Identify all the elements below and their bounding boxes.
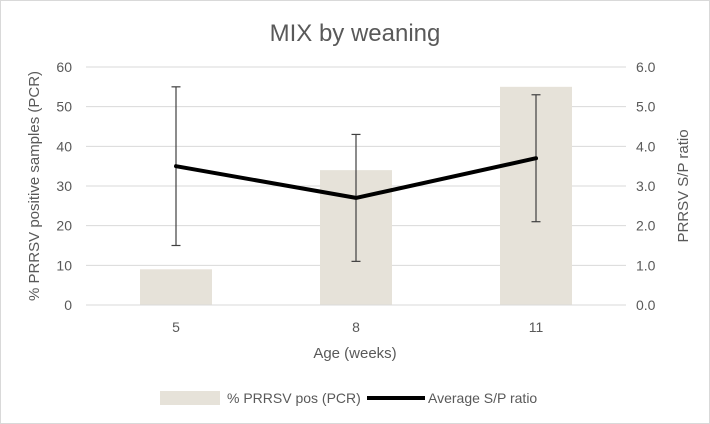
x-tick-label: 11 <box>529 319 544 335</box>
y2-tick-label: 2.0 <box>636 218 656 234</box>
y2-tick-label: 6.0 <box>636 59 656 75</box>
tick-labels: 0 10 20 30 40 50 60 0.0 1.0 2.0 3.0 4.0 5.0 6.0 5 8 11 <box>56 59 655 335</box>
y2-tick-label: 4.0 <box>636 138 656 154</box>
x-tick-label: 5 <box>172 319 180 335</box>
line-series <box>174 156 538 200</box>
y-axis-title: % PRRSV positive samples (PCR) <box>26 71 43 301</box>
average-sp-line <box>174 156 538 200</box>
y2-tick-label: 5.0 <box>636 99 656 115</box>
x-axis-title: Age (weeks) <box>313 345 396 362</box>
bar <box>140 269 212 305</box>
y-tick-label: 40 <box>56 138 72 154</box>
y2-tick-label: 0.0 <box>636 297 656 313</box>
y2-tick-label: 1.0 <box>636 257 656 273</box>
y-tick-label: 60 <box>56 59 72 75</box>
y2-tick-label: 3.0 <box>636 178 656 194</box>
y-tick-label: 20 <box>56 218 72 234</box>
y-tick-label: 0 <box>64 297 72 313</box>
chart-title: MIX by weaning <box>270 20 441 47</box>
legend-line-label: Average S/P ratio <box>428 390 537 406</box>
x-tick-label: 8 <box>352 319 360 335</box>
y-tick-label: 30 <box>56 178 72 194</box>
y2-axis-title: PRRSV S/P ratio <box>675 129 692 242</box>
y-tick-label: 50 <box>56 99 72 115</box>
legend-bar-label: % PRRSV pos (PCR) <box>227 390 361 406</box>
legend: % PRRSV pos (PCR) Average S/P ratio <box>160 390 537 406</box>
y-tick-label: 10 <box>56 257 72 273</box>
legend-bar-swatch <box>160 391 220 405</box>
